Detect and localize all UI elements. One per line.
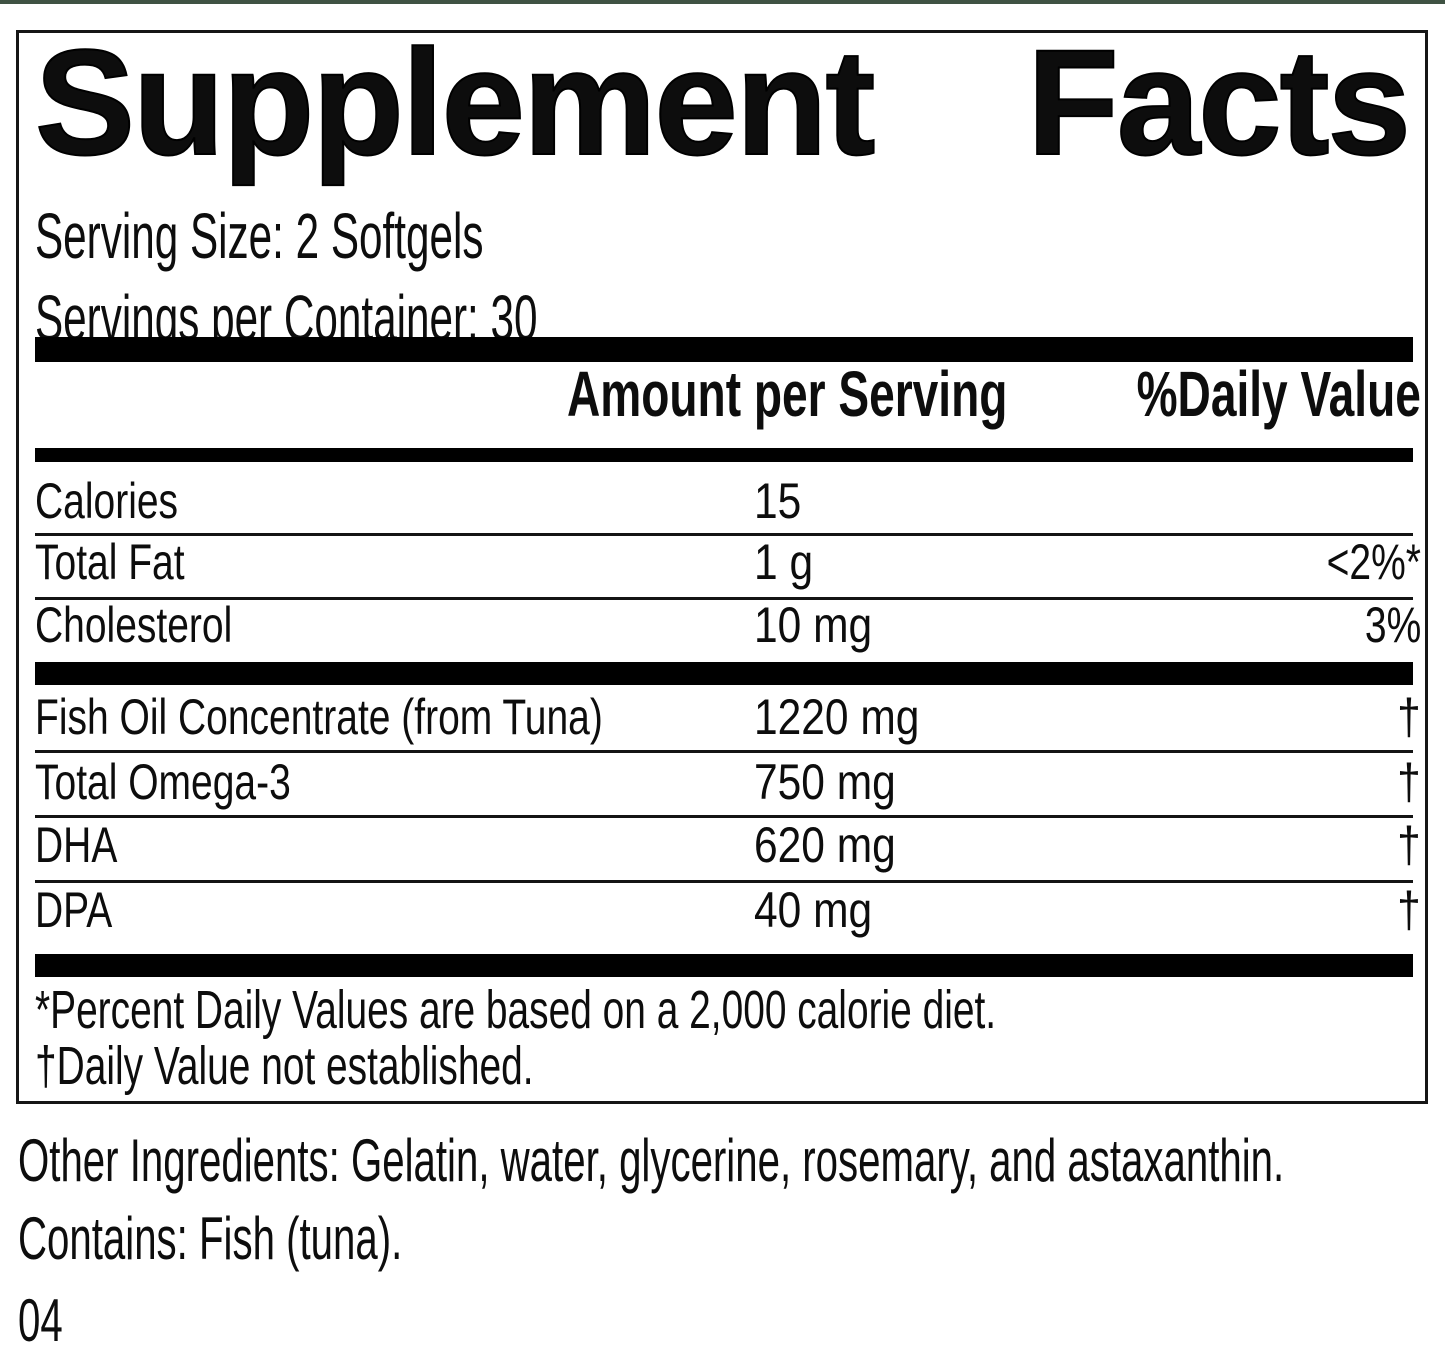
divider-below-header (35, 448, 1413, 462)
divider-thick-top (35, 337, 1413, 362)
nutrient-name: Total Omega-3 (35, 754, 291, 810)
daily-value-header: %Daily Value (1136, 358, 1421, 430)
nutrient-amount: 620 mg (754, 817, 896, 873)
row-divider (35, 750, 1413, 753)
amount-per-serving-header: Amount per Serving (567, 358, 1008, 430)
table-row-dha: DHA 620 mg † (35, 819, 1421, 879)
row-divider (35, 880, 1413, 883)
nutrient-daily-value: <2%* (1326, 534, 1421, 590)
other-ingredients-line: Other Ingredients: Gelatin, water, glyce… (18, 1127, 1285, 1194)
nutrient-name: Total Fat (35, 534, 185, 590)
nutrient-amount: 40 mg (754, 882, 873, 938)
contains-line: Contains: Fish (tuna). (18, 1205, 403, 1272)
footnote-percent-daily-values: *Percent Daily Values are based on a 2,0… (35, 980, 997, 1040)
nutrient-amount: 1 g (754, 534, 814, 590)
nutrient-name: Cholesterol (35, 597, 233, 653)
title-word-facts: Facts (1026, 18, 1412, 186)
divider-thick-middle (35, 662, 1413, 685)
nutrient-name: DPA (35, 882, 113, 938)
table-row-calories: Calories 15 (35, 475, 1421, 535)
nutrient-daily-value-dagger: † (1397, 882, 1421, 938)
table-row-dpa: DPA 40 mg † (35, 884, 1421, 944)
nutrient-daily-value-dagger: † (1397, 754, 1421, 810)
row-divider (35, 815, 1413, 818)
nutrient-amount: 750 mg (754, 754, 896, 810)
table-row-cholesterol: Cholesterol 10 mg 3% (35, 599, 1421, 659)
supplement-facts-panel: Supplement Facts Serving Size: 2 Softgel… (16, 26, 1428, 1104)
nutrient-amount: 10 mg (754, 597, 873, 653)
nutrient-name: Fish Oil Concentrate (from Tuna) (35, 689, 603, 745)
nutrient-daily-value-dagger: † (1397, 689, 1421, 745)
serving-size-line: Serving Size: 2 Softgels (35, 200, 484, 272)
nutrient-daily-value-dagger: † (1397, 817, 1421, 873)
nutrient-name: Calories (35, 473, 179, 529)
panel-title: Supplement Facts (34, 18, 1412, 186)
row-divider (35, 597, 1413, 600)
divider-thick-bottom (35, 954, 1413, 977)
nutrient-name: DHA (35, 817, 118, 873)
table-row-total-omega-3: Total Omega-3 750 mg † (35, 756, 1421, 816)
table-header-row: Amount per Serving %Daily Value (35, 362, 1421, 426)
footnote-daily-value-not-established: †Daily Value not established. (35, 1036, 534, 1096)
table-row-total-fat: Total Fat 1 g <2%* (35, 536, 1421, 596)
title-word-supplement: Supplement (34, 18, 876, 186)
row-divider (35, 533, 1413, 536)
nutrient-amount: 1220 mg (754, 689, 920, 745)
panel-content: Supplement Facts Serving Size: 2 Softgel… (19, 26, 1425, 1101)
nutrient-amount: 15 (754, 473, 802, 529)
page-code: 04 (18, 1287, 63, 1354)
nutrient-daily-value: 3% (1364, 597, 1421, 653)
table-row-fish-oil-concentrate: Fish Oil Concentrate (from Tuna) 1220 mg… (35, 691, 1421, 751)
page-top-rule (0, 0, 1445, 4)
